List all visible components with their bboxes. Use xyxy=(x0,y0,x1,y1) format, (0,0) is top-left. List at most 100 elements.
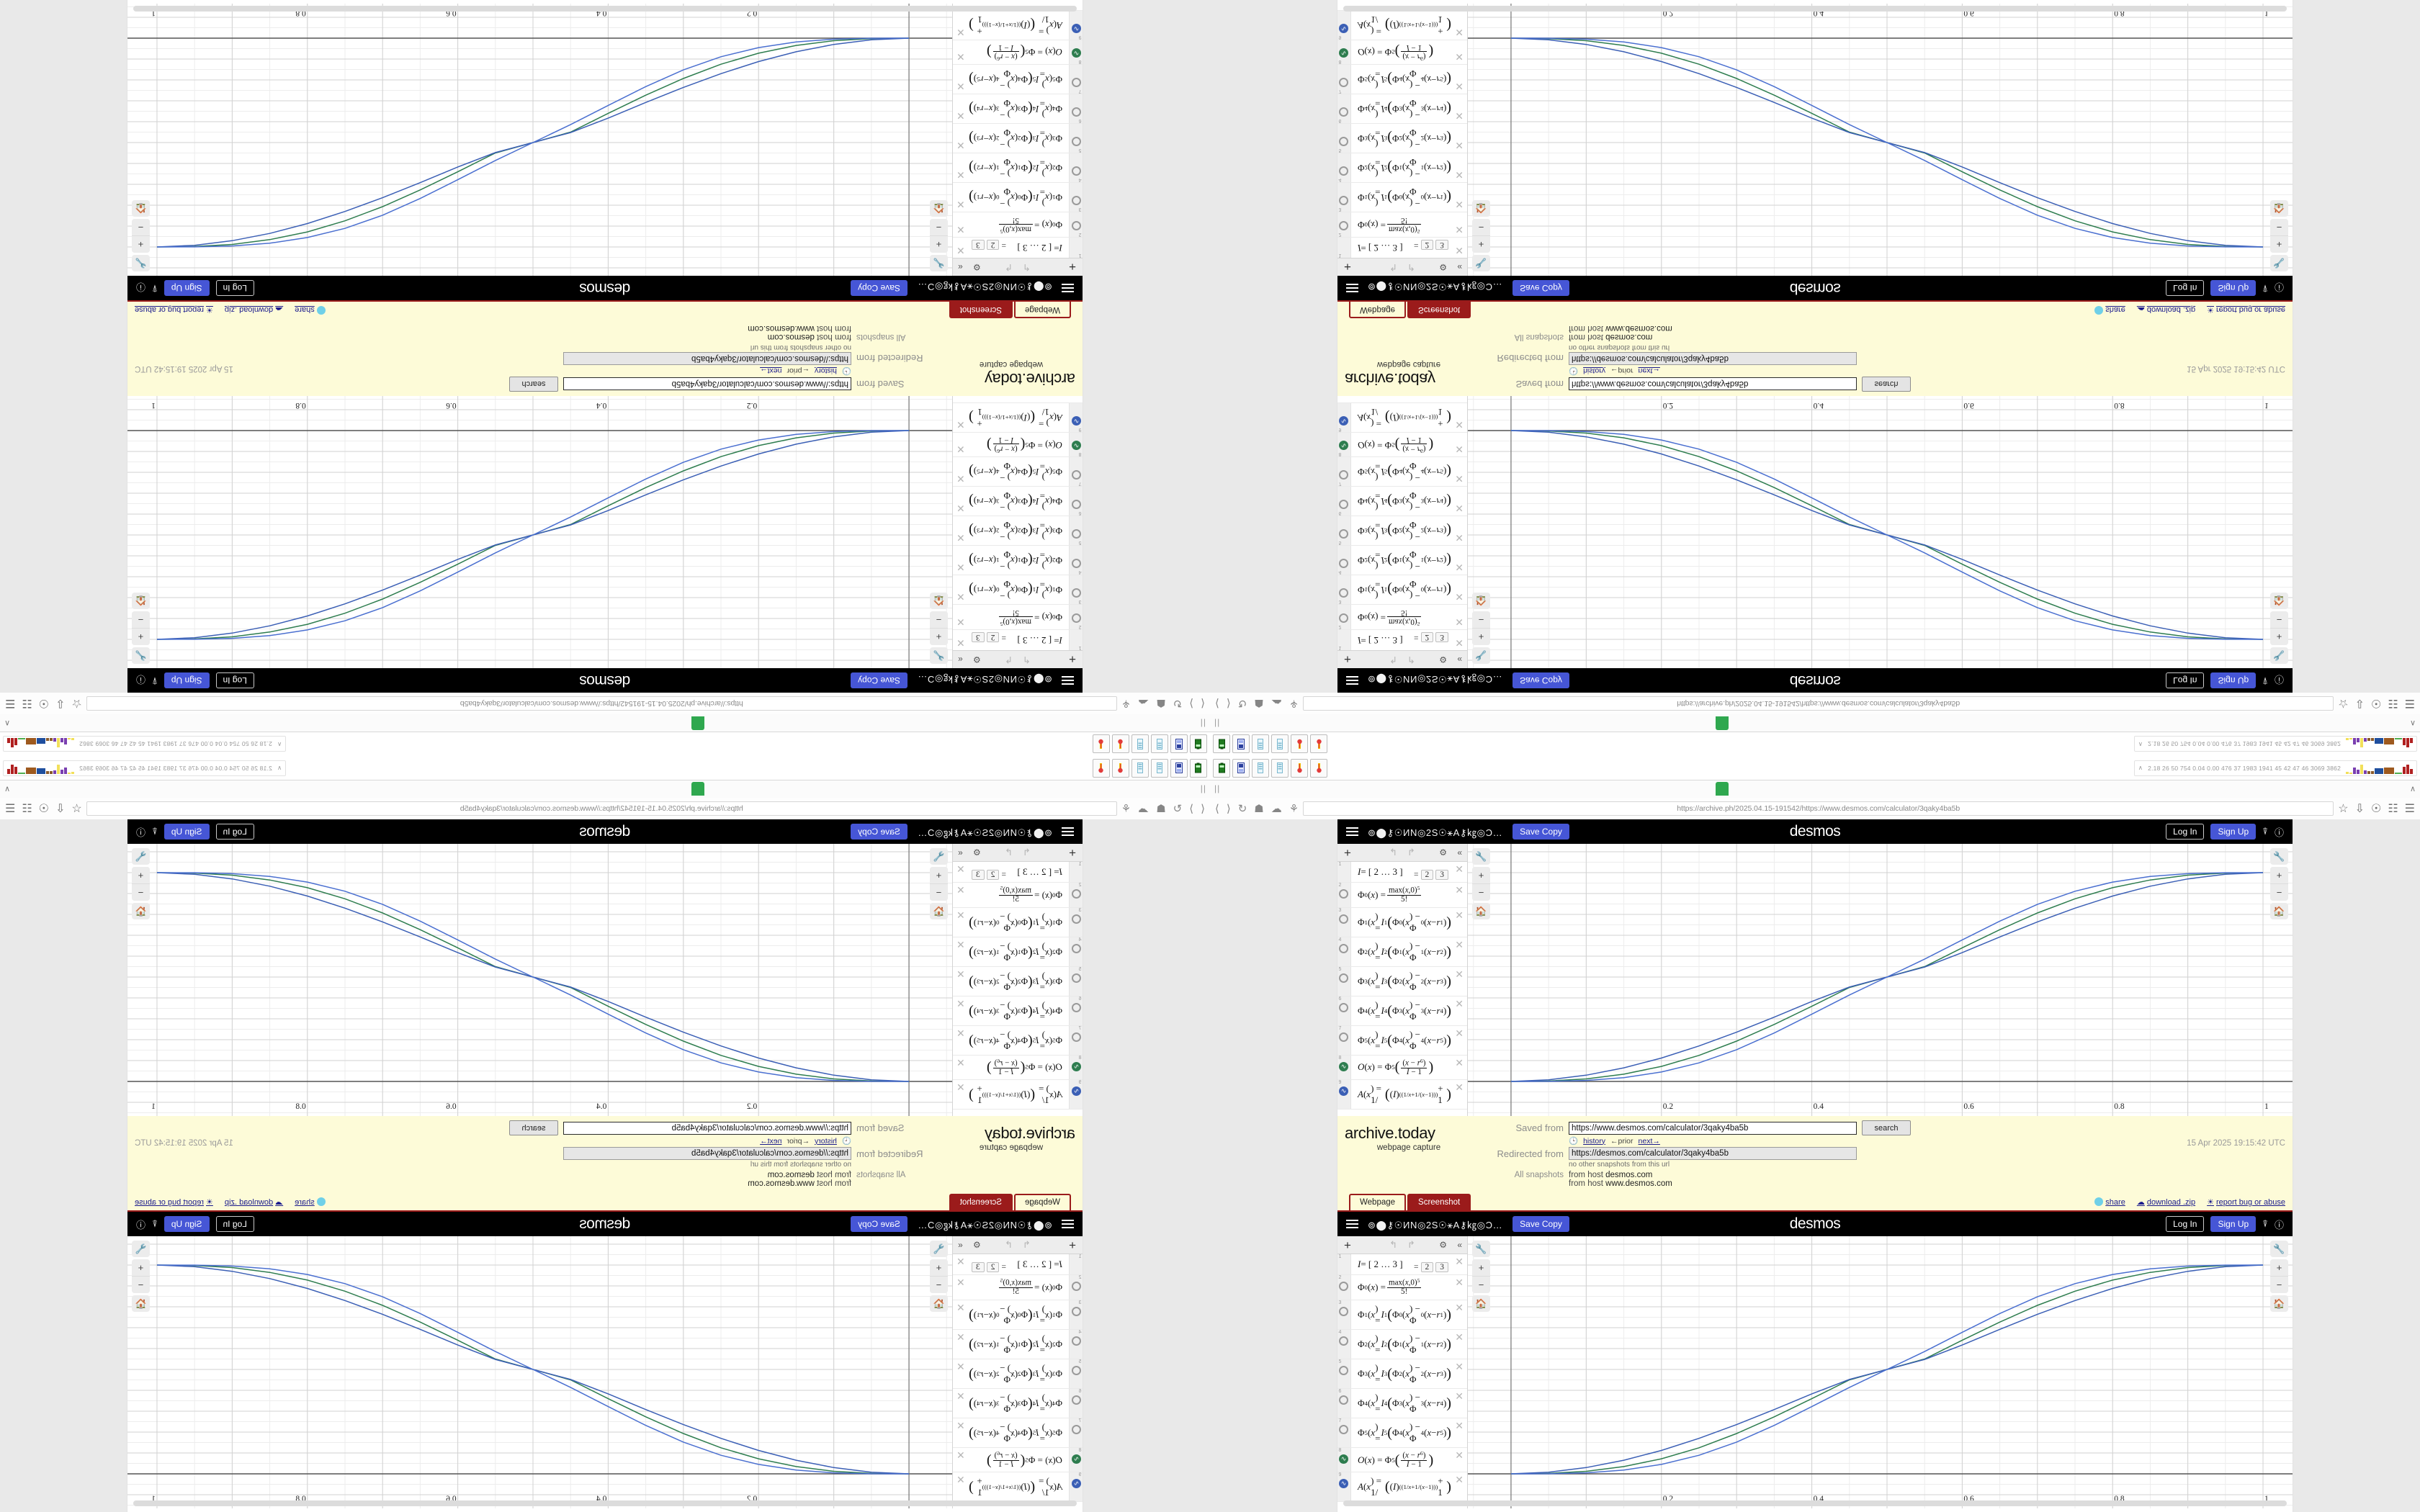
expression-row[interactable]: 9 ∿ A(x) = 1/((I) ((1/x+1/(x−1))) + 1) ✕ xyxy=(1337,1080,1467,1110)
home-icon[interactable]: ☗ xyxy=(1254,802,1264,815)
expression-gutter[interactable]: 3 xyxy=(1337,1300,1351,1329)
expression-color-swatch[interactable]: ∿ xyxy=(1339,1086,1348,1097)
home-icon[interactable]: 🏠 xyxy=(930,199,948,217)
expression-gutter[interactable]: 3 xyxy=(1069,1300,1083,1329)
hamburger-menu-icon[interactable] xyxy=(1346,674,1358,687)
expression-toggle-off[interactable] xyxy=(1339,559,1348,569)
hamburger-menu-icon[interactable] xyxy=(1346,1218,1358,1230)
expression-gutter[interactable]: 1 xyxy=(1337,1254,1351,1275)
thermometer-icon[interactable] xyxy=(1310,758,1327,778)
expression-toggle-off[interactable] xyxy=(1339,107,1348,117)
redo-icon[interactable]: ↱ xyxy=(1005,654,1013,665)
expression-color-swatch[interactable]: ∿ xyxy=(1072,23,1081,33)
expression-toggle-off[interactable] xyxy=(1072,500,1081,510)
delete-expression-icon[interactable]: ✕ xyxy=(1455,502,1464,513)
expression-formula[interactable]: Φ 2(x) = I 2(Φ 1(x) − Φ 1(x − r 2)) ✕ xyxy=(1358,1332,1464,1355)
undo-redo-group[interactable]: ↰ ↱ xyxy=(1005,847,1031,858)
expression-toggle-off[interactable] xyxy=(1072,1336,1081,1346)
plus-icon[interactable]: + xyxy=(1069,1238,1076,1252)
zoom-out-button[interactable]: − xyxy=(930,611,948,628)
expression-color-swatch[interactable]: ∿ xyxy=(1339,415,1348,426)
log-in-button[interactable]: Log In xyxy=(215,824,254,840)
chevron-double-left-icon[interactable]: « xyxy=(958,654,963,665)
expression-formula[interactable]: O(x) = Φ 5((x − r6) I − 1) ✕ xyxy=(956,436,1062,455)
expression-toggle-off[interactable] xyxy=(1072,889,1081,899)
expression-toggle-off[interactable] xyxy=(1339,889,1348,899)
forward-arrow-icon[interactable]: ⟩ xyxy=(1226,802,1231,815)
back-arrow-icon[interactable]: ⟨ xyxy=(1201,697,1205,710)
forward-arrow-icon[interactable]: ⟩ xyxy=(1226,697,1231,710)
history-link[interactable]: history xyxy=(1583,366,1606,376)
downloads-icon[interactable]: ⇩ xyxy=(2354,803,2365,815)
help-circle-icon[interactable]: ⓘ xyxy=(136,827,146,838)
thermometer-icon[interactable] xyxy=(1112,758,1129,778)
save-copy-button[interactable]: Save Copy xyxy=(851,824,908,840)
home-icon[interactable]: 🏠 xyxy=(132,903,150,919)
disk-icon[interactable] xyxy=(1232,758,1250,778)
expression-gutter[interactable]: 8 ∿ xyxy=(1069,40,1083,65)
expression-row[interactable]: 8 ∿ O(x) = Φ 5((x − r6) I − 1) ✕ xyxy=(1337,431,1467,457)
plus-icon[interactable]: + xyxy=(1344,652,1351,667)
expression-gutter[interactable]: 7 xyxy=(1337,65,1351,94)
disk-icon[interactable] xyxy=(1170,734,1188,754)
graph-left-controls[interactable]: 🔧 + − 🏠 xyxy=(930,848,948,919)
thermometer-icon[interactable] xyxy=(1112,734,1129,754)
delete-expression-icon[interactable]: ✕ xyxy=(956,1058,965,1069)
graph-title[interactable]: ⊚⬤⚷☉ИN◎2S☉⚹A⚷㎏◎Ɔ… xyxy=(917,674,1052,685)
expression-toggle-off[interactable] xyxy=(1072,1365,1081,1375)
delete-expression-icon[interactable]: ✕ xyxy=(1455,1083,1464,1094)
value-chip[interactable]: 3 xyxy=(1435,1262,1448,1273)
expression-gutter[interactable]: 4 xyxy=(1069,153,1083,183)
graph-left-controls[interactable]: 🔧 + − 🏠 xyxy=(930,593,948,664)
graph-canvas[interactable]: 🔧 + − 🏠 🔧 + − 🏠 xyxy=(1468,3,2293,276)
expression-toggle-off[interactable] xyxy=(1072,470,1081,480)
delete-expression-icon[interactable]: ✕ xyxy=(1455,109,1464,121)
report-bug-link[interactable]: ☀report bug or abuse xyxy=(2207,305,2285,314)
expression-row[interactable]: 4 Φ 2(x) = I 2(Φ 1(x) − Φ 1(x − r 2)) ✕ xyxy=(1337,937,1467,967)
expression-formula[interactable]: A(x) = 1/((I) ((1/x+1/(x−1))) + 1) ✕ xyxy=(956,406,1062,429)
gear-icon[interactable]: ⚙ xyxy=(1439,654,1447,665)
expression-formula[interactable]: Φ 5(x) = I 5(Φ 4(x) − Φ 4(x − r 5)) ✕ xyxy=(1358,1421,1464,1444)
expression-formula[interactable]: Φ 1(x) = I 1(Φ 0(x) − Φ 0(x − r 1)) ✕ xyxy=(1358,186,1464,210)
hamburger-menu-icon[interactable] xyxy=(1062,674,1074,687)
expression-formula[interactable]: A(x) = 1/((I) ((1/x+1/(x−1))) + 1) ✕ xyxy=(1358,1083,1464,1106)
browser-tab-strip[interactable]: || ∧ xyxy=(0,780,1210,798)
home-icon[interactable]: 🏠 xyxy=(1472,1295,1490,1313)
expression-row[interactable]: 8 ∿ O(x) = Φ 5((x − r6) I − 1) ✕ xyxy=(953,1055,1083,1081)
expression-row[interactable]: 9 ∿ A(x) = 1/((I) ((1/x+1/(x−1))) + 1) ✕ xyxy=(953,9,1083,40)
history-link[interactable]: history xyxy=(814,1136,837,1146)
expression-toggle-off[interactable] xyxy=(1339,529,1348,539)
graph-title[interactable]: ⊚⬤⚷☉ИN◎2S☉⚹A⚷㎏◎Ɔ… xyxy=(917,282,1052,293)
expression-color-swatch[interactable]: ∿ xyxy=(1072,1086,1081,1097)
forward-arrow-icon[interactable]: ⟩ xyxy=(1189,697,1194,710)
share-link[interactable]: share xyxy=(2094,1197,2125,1207)
hamburger-menu-icon[interactable]: ☰ xyxy=(5,697,16,709)
delete-expression-icon[interactable]: ✕ xyxy=(956,865,965,876)
delete-expression-icon[interactable]: ✕ xyxy=(1455,1421,1464,1432)
delete-expression-icon[interactable]: ✕ xyxy=(1455,1391,1464,1403)
forward-arrow-icon[interactable]: ⟩ xyxy=(1189,802,1194,815)
delete-expression-icon[interactable]: ✕ xyxy=(956,1083,965,1094)
expression-color-swatch[interactable]: ∿ xyxy=(1072,48,1081,58)
expression-gutter[interactable]: 6 xyxy=(1069,487,1083,516)
graph-left-controls[interactable]: 🔧 + − 🏠 xyxy=(930,1241,948,1313)
expression-gutter[interactable]: 8 ∿ xyxy=(1069,1055,1083,1080)
report-bug-link[interactable]: ☀report bug or abuse xyxy=(135,305,213,314)
delete-expression-icon[interactable]: ✕ xyxy=(956,636,965,647)
hamburger-menu-icon[interactable] xyxy=(1346,825,1358,838)
expression-formula[interactable]: Φ 2(x) = I 2(Φ 1(x) − Φ 1(x − r 2)) ✕ xyxy=(956,157,1062,180)
host-line-1[interactable]: from host desmos.com xyxy=(1569,1171,1653,1179)
expression-toggle-off[interactable] xyxy=(1072,1424,1081,1434)
home-icon[interactable]: 🏠 xyxy=(2270,199,2288,217)
expression-gutter[interactable]: 7 xyxy=(1337,457,1351,487)
expression-row[interactable]: 2 Φ 0(x) = max(x,0)5 5! ✕ xyxy=(953,604,1083,629)
delete-expression-icon[interactable]: ✕ xyxy=(956,109,965,121)
expression-toggle-off[interactable] xyxy=(1339,914,1348,924)
graph-canvas[interactable]: 🔧 + − 🏠 🔧 + − 🏠 xyxy=(127,3,952,276)
gear-icon[interactable]: ⚙ xyxy=(973,654,981,665)
zoom-in-button[interactable]: + xyxy=(132,867,150,884)
expression-row[interactable]: 3 Φ 1(x) = I 1(Φ 0(x) − Φ 0(x − r 1)) ✕ xyxy=(1337,575,1467,605)
expression-row[interactable]: 5 Φ 3(x) = I 3(Φ 2(x) − Φ 2(x − r 3)) ✕ xyxy=(1337,123,1467,153)
